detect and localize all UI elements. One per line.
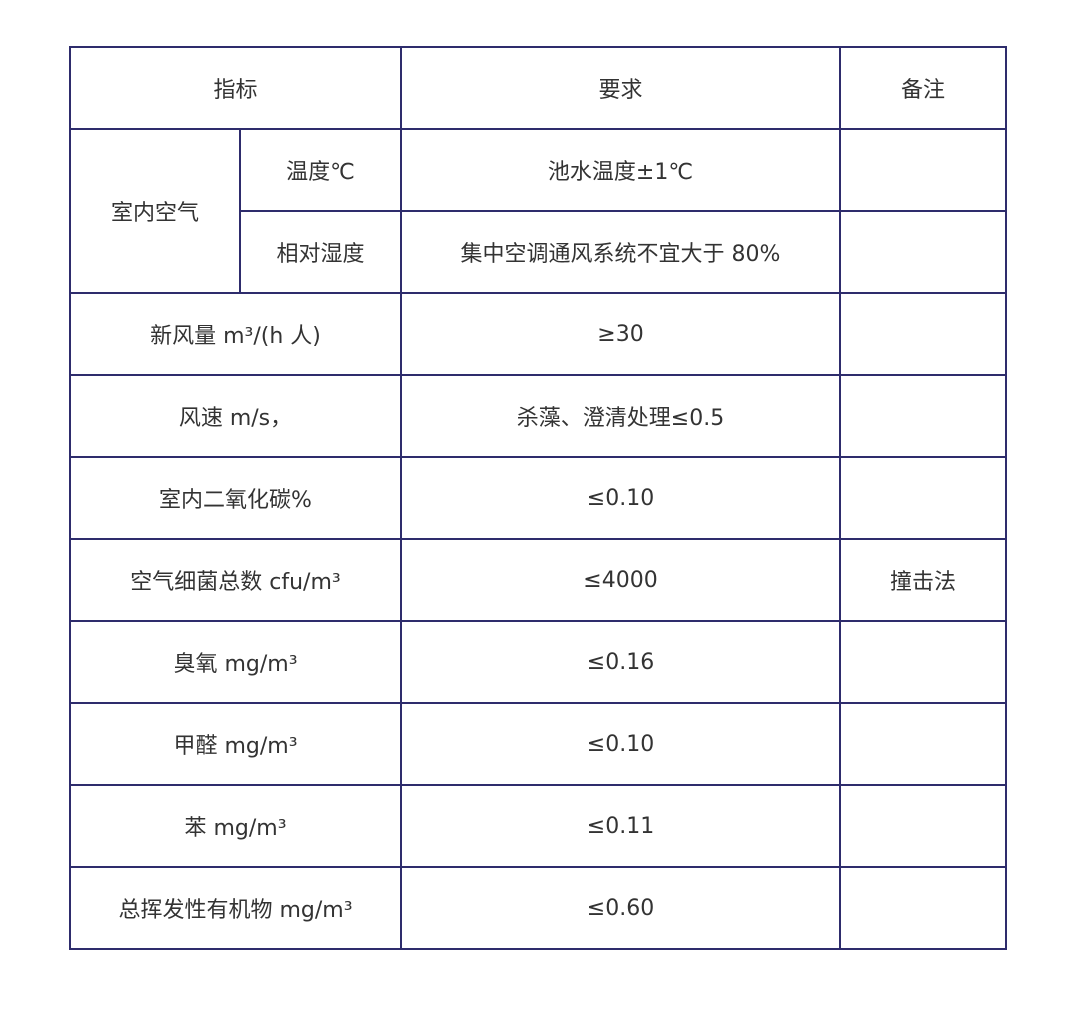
indicator-cell: 温度℃ <box>239 128 402 212</box>
header-requirement: 要求 <box>400 46 841 130</box>
requirement-cell: ≤0.10 <box>400 702 841 786</box>
remark-cell <box>839 620 1007 704</box>
remark-cell <box>839 210 1007 294</box>
table-row: 室内空气 温度℃ 池水温度±1℃ <box>69 128 1007 294</box>
remark-cell <box>839 292 1007 376</box>
remark-cell <box>839 456 1007 540</box>
indicator-cell: 空气细菌总数 cfu/m³ <box>69 538 402 622</box>
header-indicator: 指标 <box>69 46 402 130</box>
requirement-cell: ≤4000 <box>400 538 841 622</box>
remark-cell <box>839 128 1007 212</box>
requirement-cell: ≤0.10 <box>400 456 841 540</box>
requirement-cell: ≤0.11 <box>400 784 841 868</box>
indicator-cell: 苯 mg/m³ <box>69 784 402 868</box>
header-row: 指标 要求 备注 <box>69 46 1007 130</box>
header-remark: 备注 <box>839 46 1007 130</box>
table-row: 甲醛 mg/m³ ≤0.10 <box>69 702 1007 786</box>
remark-cell <box>839 866 1007 950</box>
table-row: 苯 mg/m³ ≤0.11 <box>69 784 1007 868</box>
indicator-cell: 臭氧 mg/m³ <box>69 620 402 704</box>
indoor-air-label: 室内空气 <box>69 128 241 294</box>
requirement-cell: 集中空调通风系统不宜大于 80% <box>400 210 841 294</box>
remark-cell <box>839 784 1007 868</box>
remark-cell <box>839 702 1007 786</box>
indicator-cell: 甲醛 mg/m³ <box>69 702 402 786</box>
standards-table: 指标 要求 备注 室内空气 温度℃ 池水温度±1℃ 相对湿度 集中空调通风系统不… <box>69 46 1007 950</box>
table-row: 相对湿度 集中空调通风系统不宜大于 80% <box>70 210 1007 294</box>
requirement-cell: 池水温度±1℃ <box>400 128 841 212</box>
indicator-cell: 总挥发性有机物 mg/m³ <box>69 866 402 950</box>
indicator-cell: 室内二氧化碳% <box>69 456 402 540</box>
remark-cell <box>839 374 1007 458</box>
table-row: 空气细菌总数 cfu/m³ ≤4000 撞击法 <box>69 538 1007 622</box>
requirement-cell: ≥30 <box>400 292 841 376</box>
table-row: 新风量 m³/(h 人) ≥30 <box>69 292 1007 376</box>
table-row: 臭氧 mg/m³ ≤0.16 <box>69 620 1007 704</box>
remark-cell: 撞击法 <box>839 538 1007 622</box>
indicator-cell: 新风量 m³/(h 人) <box>69 292 402 376</box>
table-row: 总挥发性有机物 mg/m³ ≤0.60 <box>69 866 1007 950</box>
indicator-cell: 风速 m/s， <box>69 374 402 458</box>
table-row: 室内二氧化碳% ≤0.10 <box>69 456 1007 540</box>
requirement-cell: ≤0.60 <box>400 866 841 950</box>
indicator-cell: 相对湿度 <box>239 210 402 294</box>
requirement-cell: ≤0.16 <box>400 620 841 704</box>
requirement-cell: 杀藻、澄清处理≤0.5 <box>400 374 841 458</box>
table-row: 风速 m/s， 杀藻、澄清处理≤0.5 <box>69 374 1007 458</box>
